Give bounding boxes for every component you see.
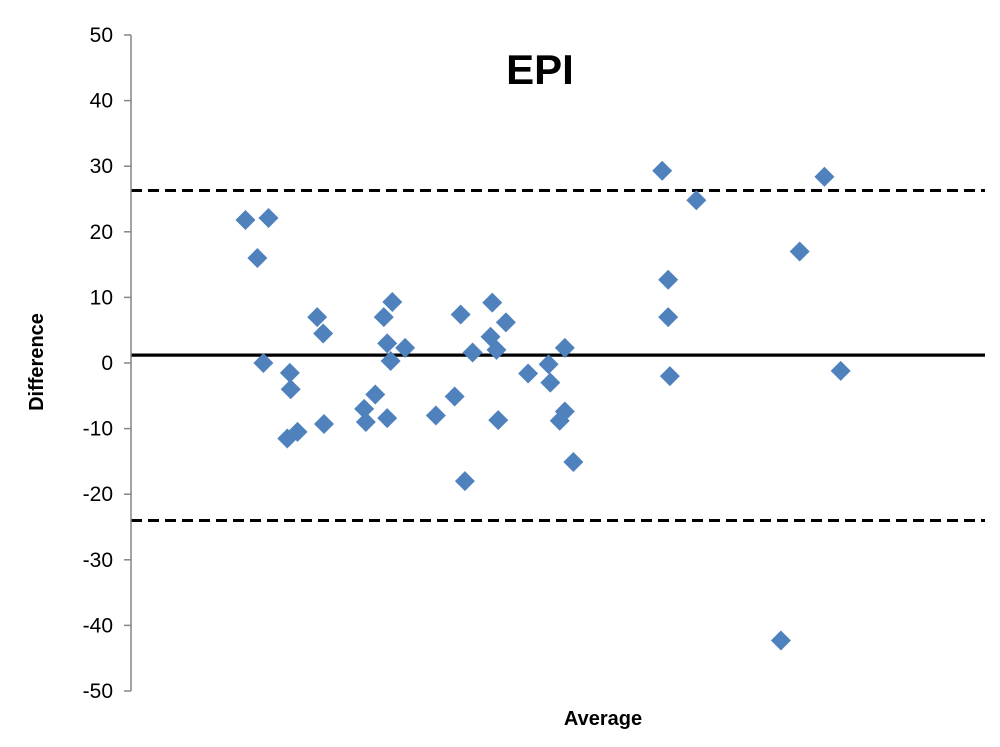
- data-point: [454, 471, 475, 492]
- data-point: [450, 304, 471, 325]
- data-point: [540, 372, 561, 393]
- y-tick-label: 20: [90, 221, 113, 244]
- data-point: [444, 386, 465, 407]
- data-point: [518, 363, 539, 384]
- y-tick-label: -20: [83, 483, 113, 506]
- y-tick-label: 40: [90, 90, 113, 113]
- data-point: [258, 208, 279, 229]
- data-point: [554, 337, 575, 358]
- y-tick-label: -10: [83, 418, 113, 441]
- data-point: [658, 269, 679, 290]
- data-point: [247, 248, 268, 269]
- data-point: [314, 414, 335, 435]
- y-tick-label: -30: [83, 549, 113, 572]
- data-point: [770, 630, 791, 651]
- data-point: [686, 190, 707, 211]
- data-point: [377, 408, 398, 429]
- data-point: [373, 307, 394, 328]
- y-tick-label: 10: [90, 286, 113, 309]
- data-point: [425, 405, 446, 426]
- y-tick-label: 50: [90, 24, 113, 47]
- data-point: [830, 360, 851, 381]
- y-tick-label: -50: [83, 680, 113, 703]
- data-point: [313, 323, 334, 344]
- data-point: [382, 291, 403, 312]
- data-point: [789, 241, 810, 262]
- data-point: [380, 351, 401, 372]
- x-axis-title: Average: [564, 708, 642, 730]
- data-point: [482, 292, 503, 313]
- data-point: [395, 337, 416, 358]
- reference-lines: [131, 188, 985, 522]
- data-point: [253, 353, 274, 373]
- data-point: [462, 342, 483, 363]
- y-axis-title: Difference: [26, 313, 48, 411]
- data-point: [280, 379, 301, 400]
- chart-title: EPI: [506, 46, 574, 93]
- data-point: [563, 452, 584, 473]
- data-point: [658, 307, 679, 328]
- data-points: [235, 160, 851, 651]
- data-point: [814, 166, 835, 187]
- data-point: [554, 401, 575, 422]
- data-point: [377, 333, 398, 354]
- y-tick-label: 0: [101, 352, 113, 375]
- data-point: [279, 362, 300, 383]
- y-axis-ticks: 50 40 30 20 10 0 -10 -20 -30 -40 -50: [83, 24, 131, 703]
- data-point: [365, 384, 386, 405]
- data-point: [235, 209, 256, 230]
- y-tick-label: 30: [90, 155, 113, 178]
- data-point: [652, 160, 673, 181]
- data-point: [287, 421, 308, 442]
- data-point: [486, 339, 507, 360]
- data-point: [488, 410, 509, 431]
- y-tick-label: -40: [83, 614, 113, 637]
- data-point: [355, 412, 376, 433]
- data-point: [307, 307, 328, 328]
- data-point: [659, 366, 680, 387]
- data-point: [495, 312, 516, 333]
- data-point: [538, 354, 559, 375]
- data-point: [354, 398, 375, 419]
